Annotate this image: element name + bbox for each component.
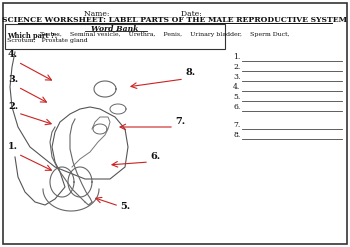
Text: 4.: 4.	[233, 83, 240, 91]
Text: 1.: 1.	[8, 142, 18, 151]
Text: 7.: 7.	[233, 121, 240, 129]
Text: 5.: 5.	[233, 93, 240, 101]
Text: SCIENCE WORKSHEET: LABEL PARTS OF THE MALE REPRODUCTIVE SYSTEM: SCIENCE WORKSHEET: LABEL PARTS OF THE MA…	[2, 16, 348, 24]
Text: 3.: 3.	[233, 73, 240, 81]
Text: 6.: 6.	[233, 103, 240, 111]
Text: 8.: 8.	[233, 131, 240, 139]
Text: 1.: 1.	[233, 53, 240, 61]
Text: 8.: 8.	[185, 68, 195, 77]
Text: 2.: 2.	[8, 102, 18, 111]
Text: 4.: 4.	[8, 50, 18, 59]
Text: Name: ________________   Date: ________________: Name: ________________ Date: ___________…	[84, 9, 266, 17]
FancyBboxPatch shape	[3, 3, 347, 244]
Text: Testes,    Seminal vesicle,    Urethra,    Penis,    Urinary bladder,    Sperm D: Testes, Seminal vesicle, Urethra, Penis,…	[40, 32, 290, 37]
Text: 3.: 3.	[8, 75, 18, 84]
Text: 6.: 6.	[150, 152, 160, 161]
Text: Scrotum,   Prostate gland: Scrotum, Prostate gland	[7, 38, 88, 43]
Text: 7.: 7.	[175, 117, 185, 126]
Text: 2.: 2.	[233, 63, 240, 71]
FancyBboxPatch shape	[5, 24, 225, 49]
Text: Which part ?:: Which part ?:	[7, 32, 57, 40]
Text: 5.: 5.	[120, 202, 130, 211]
Text: Word Bank: Word Bank	[91, 25, 139, 33]
